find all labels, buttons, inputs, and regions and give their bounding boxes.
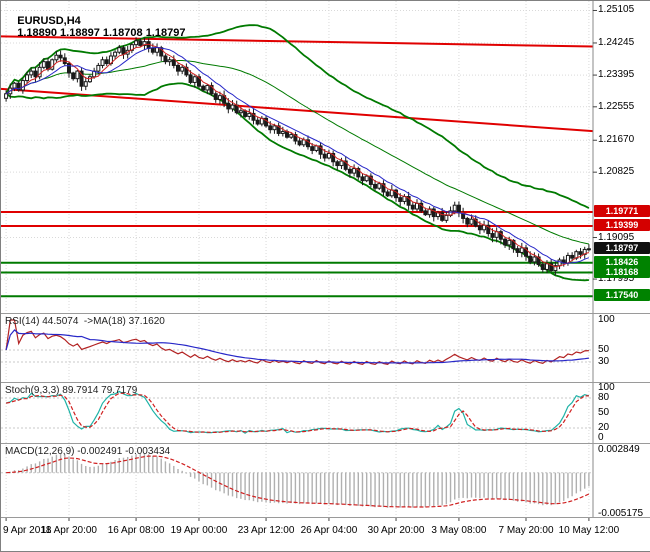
chart-title: EURUSD,H4 1.18890 1.18897 1.18708 1.1879… bbox=[5, 3, 185, 51]
quote-ohlc: 1.18890 1.18897 1.18708 1.18797 bbox=[17, 27, 186, 39]
panel-separator[interactable] bbox=[1, 443, 650, 444]
panel-separator[interactable] bbox=[1, 313, 650, 314]
panel-separator[interactable] bbox=[1, 382, 650, 383]
macd-label: MACD(12,26,9) -0.002491 -0.003434 bbox=[5, 446, 171, 457]
symbol-timeframe: EURUSD,H4 bbox=[17, 15, 81, 27]
stoch-label: Stoch(9,3,3) 89.7914 79.7179 bbox=[5, 385, 138, 396]
rsi-label: RSI(14) 44.5074 ->MA(18) 37.1620 bbox=[5, 316, 165, 327]
panel-separator[interactable] bbox=[1, 517, 650, 518]
